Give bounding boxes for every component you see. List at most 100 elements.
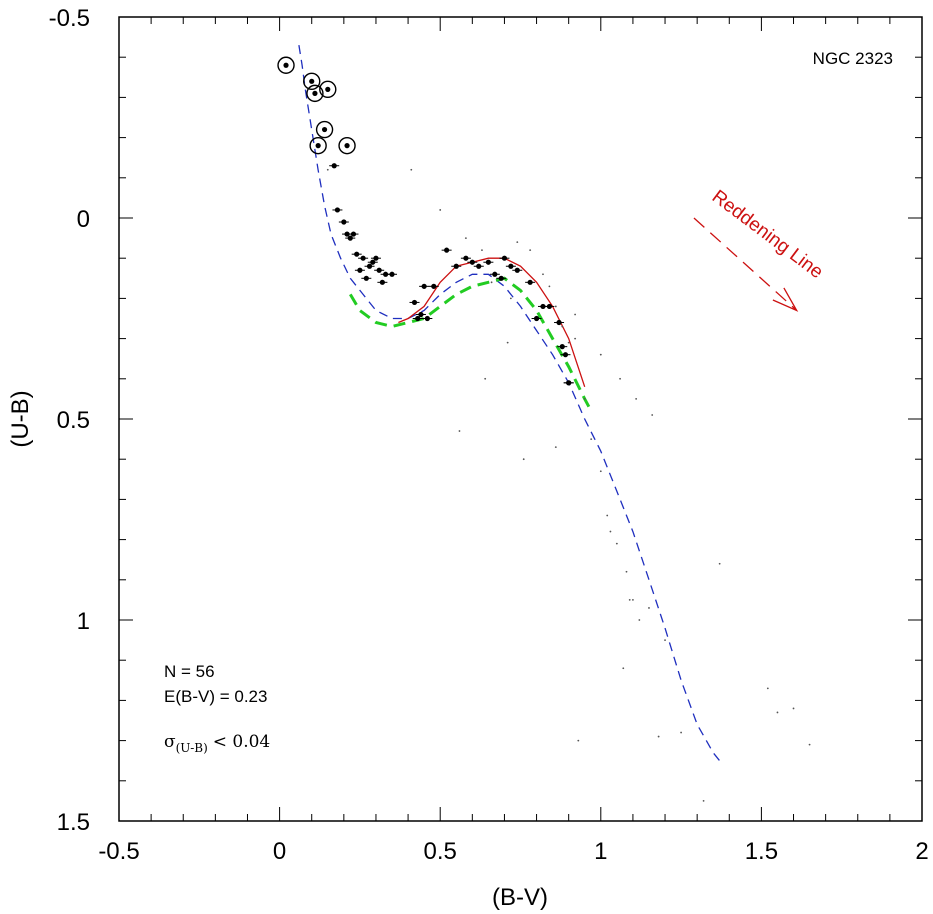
member-star-point [562, 352, 569, 358]
field-star-point [577, 739, 580, 742]
member-star-point [334, 207, 341, 213]
circled-star-ring [306, 84, 324, 103]
x-tick-label: -0.5 [98, 838, 139, 865]
circled-star-ring [315, 120, 334, 139]
field-star-point [509, 297, 512, 300]
field-star-point [516, 241, 519, 244]
member-star-point [444, 247, 450, 253]
circled-star-point [315, 143, 321, 149]
member-star-point [431, 283, 437, 289]
member-star-point [424, 315, 430, 322]
circled-star-ring [277, 56, 295, 74]
y-tick-label: -0.5 [49, 5, 90, 32]
field-star-point [609, 530, 612, 533]
x-tick-label: 0.5 [424, 838, 457, 865]
circled-star-point [325, 86, 331, 92]
circled-star-ring [303, 72, 321, 91]
member-star-point [514, 267, 520, 273]
field-star-point [599, 353, 602, 356]
member-star-point [418, 311, 424, 318]
member-star-point [492, 271, 498, 277]
member-star-point [559, 344, 565, 350]
x-tick-label: 2 [915, 838, 928, 865]
field-star-point [548, 285, 551, 288]
field-star-point [606, 514, 609, 517]
field-star-point [542, 273, 544, 276]
member-star-point [373, 255, 379, 261]
member-star-point [508, 263, 514, 269]
member-star-point [501, 255, 508, 261]
x-tick-label: 1 [594, 838, 607, 865]
member-star-point [347, 235, 353, 241]
member-star-point [376, 267, 382, 273]
member-star-point [476, 263, 482, 269]
axis-ticks: -0.5 0 0.5 1 1.5 2 -0.5 0 0.5 1 1.5 [49, 5, 929, 865]
member-star-point [344, 231, 350, 237]
member-star-point [498, 275, 504, 281]
field-star-point [522, 458, 525, 461]
field-star-point [632, 599, 634, 601]
member-star-point [556, 319, 562, 326]
member-star-point [370, 259, 376, 265]
zams-blue-dashed-line [298, 44, 721, 762]
x-tick-label: 0 [273, 838, 286, 865]
field-star-point [638, 619, 641, 621]
field-star-point [574, 313, 577, 316]
field-star-point [439, 209, 442, 211]
reddening-annotation: E(B-V) = 0.23 [164, 687, 267, 706]
field-star-point [718, 562, 721, 565]
field-star-point [554, 446, 557, 449]
field-star-point [464, 237, 467, 240]
member-star-point [485, 259, 491, 265]
field-star-point [567, 341, 570, 344]
field-star-point [776, 711, 779, 714]
member-star-point [566, 380, 572, 386]
field-star-point [635, 398, 638, 400]
y-tick-label: 0.5 [57, 407, 90, 434]
circled-star-point [283, 62, 289, 68]
field-star-point [590, 438, 593, 440]
curves [298, 44, 799, 762]
member-star-point [411, 299, 418, 306]
y-axis-title: (U-B) [7, 390, 34, 447]
field-star-point [506, 341, 509, 344]
reddening-arrow-shaft [693, 217, 798, 311]
circled-star-ring [309, 136, 327, 155]
y-tick-label: 1 [77, 608, 90, 635]
field-star-point [484, 377, 487, 380]
field-star-point [680, 731, 682, 734]
field-star-point [664, 639, 666, 641]
field-star-point [490, 281, 493, 284]
field-star-point [619, 377, 621, 380]
field-star-point [481, 249, 483, 252]
member-star-point [366, 263, 373, 269]
reddening-arrow-head [772, 287, 799, 312]
reddened-green-dashed-line [349, 276, 593, 412]
field-star-point [622, 667, 625, 670]
circled-star-point [321, 126, 328, 133]
member-star-point [363, 275, 369, 281]
chart-title: NGC 2323 [813, 49, 893, 68]
field-star-point [561, 325, 564, 328]
member-star-point [415, 315, 421, 322]
field-star-point [648, 607, 650, 609]
field-star-point [702, 800, 705, 802]
member-star-point [389, 271, 395, 277]
member-star-point [527, 279, 533, 285]
circled-star-point [312, 90, 318, 96]
member-star-point [540, 303, 546, 310]
field-star-point [410, 168, 413, 171]
sigma-annotation: σ(U-B) < 0.04 [164, 732, 270, 755]
field-star-point [615, 542, 618, 545]
member-star-point [360, 255, 366, 261]
field-star-point [625, 570, 628, 573]
field-star-point [458, 430, 461, 432]
field-star-point [529, 249, 532, 252]
y-tick-label: 0 [77, 206, 90, 233]
y-tick-label: 1.5 [57, 809, 90, 836]
circled-star-point [344, 143, 350, 149]
n-stars-annotation: N = 56 [164, 662, 215, 681]
field-star-point [808, 743, 811, 746]
circled-star-ring [319, 80, 337, 99]
field-star-point [574, 337, 577, 340]
